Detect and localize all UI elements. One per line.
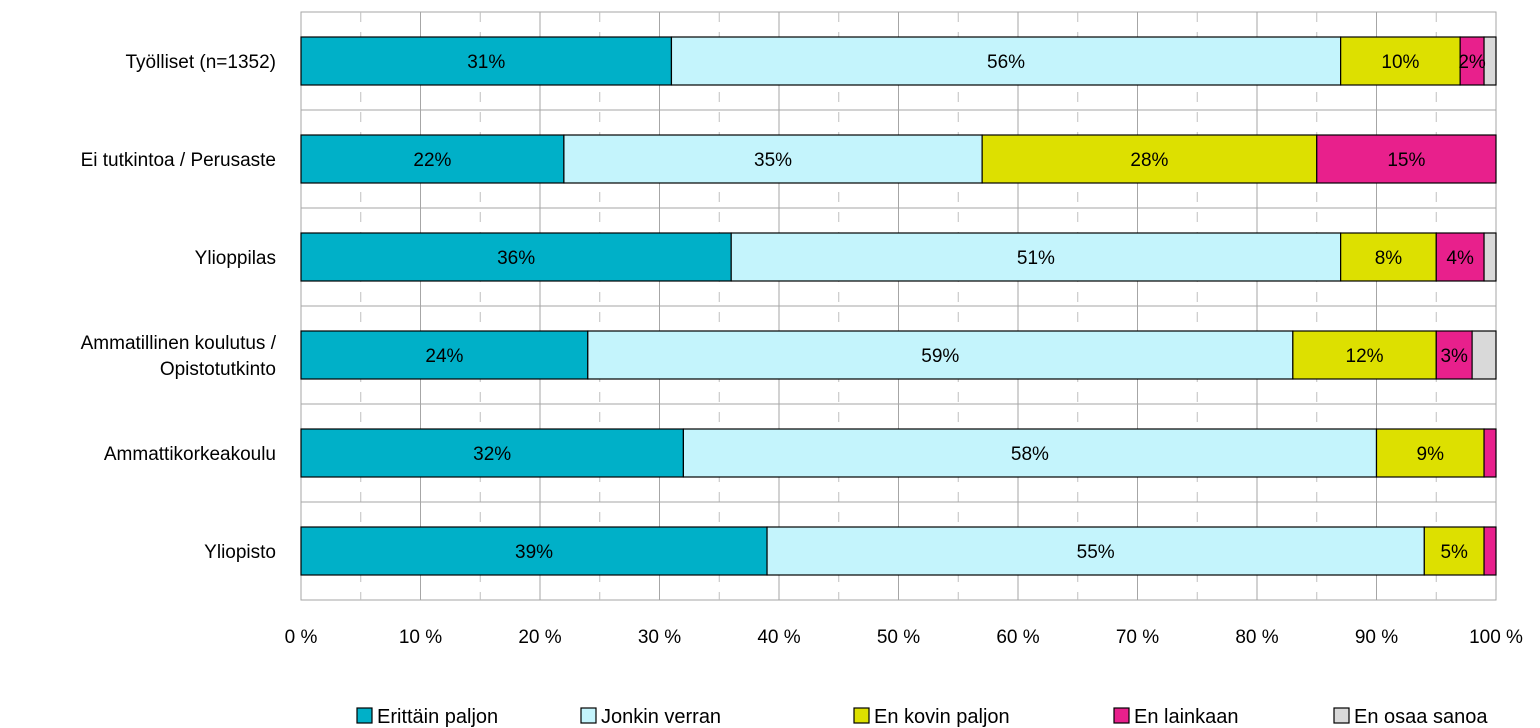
bar-segment — [300, 232, 732, 282]
x-tick-label: 70 % — [1116, 627, 1159, 648]
category-label: Ei tutkintoa / Perusaste — [81, 150, 276, 171]
legend-item: En kovin paljon — [853, 706, 1010, 728]
x-tick-label: 60 % — [996, 627, 1039, 648]
data-label: 32% — [473, 444, 511, 465]
bar-segment — [1340, 232, 1437, 282]
data-label: 15% — [1387, 150, 1425, 171]
legend-swatch — [356, 707, 373, 724]
data-label: 56% — [987, 52, 1025, 73]
data-label: 10% — [1381, 52, 1419, 73]
bar-segment — [981, 134, 1318, 184]
legend-swatch — [580, 707, 597, 724]
bar-segment — [300, 428, 684, 478]
bar-segment — [1483, 36, 1497, 86]
bar-segment — [1316, 134, 1497, 184]
data-label: 58% — [1011, 444, 1049, 465]
data-label: 28% — [1130, 150, 1168, 171]
legend-swatch — [853, 707, 870, 724]
legend-label: En lainkaan — [1134, 706, 1239, 728]
bar-segment — [563, 134, 983, 184]
category-labels: Työlliset (n=1352) Ei tutkintoa / Perusas… — [81, 52, 277, 563]
bar-segment — [1292, 330, 1437, 380]
data-label: 36% — [497, 248, 535, 269]
bar-segment — [300, 526, 768, 576]
data-label: 5% — [1440, 542, 1468, 563]
bar-segment — [1423, 526, 1485, 576]
data-label: 51% — [1017, 248, 1055, 269]
bars — [300, 36, 1497, 576]
data-label: 12% — [1346, 346, 1384, 367]
category-label: Työlliset (n=1352) — [126, 52, 277, 73]
x-tick-label: 30 % — [638, 627, 681, 648]
bar-segment — [300, 330, 589, 380]
x-axis-ticks: 0 % 10 % 20 % 30 % 40 % 50 % 60 % 70 % 80 % 90 % 1… — [285, 627, 1523, 648]
bar-segment — [682, 428, 1378, 478]
legend: Erittäin paljon Jonkin verran En kovin pal… — [356, 706, 1488, 728]
data-label: 4% — [1446, 248, 1474, 269]
x-tick-label: 20 % — [518, 627, 561, 648]
bar-segment — [1340, 36, 1461, 86]
bar-segment — [1435, 330, 1473, 380]
x-tick-label: 40 % — [757, 627, 800, 648]
legend-swatch — [1333, 707, 1350, 724]
legend-item: En lainkaan — [1113, 706, 1239, 728]
data-label: 39% — [515, 542, 553, 563]
x-tick-label: 100 % — [1469, 627, 1523, 648]
legend-label: En kovin paljon — [874, 706, 1010, 728]
x-tick-label: 50 % — [877, 627, 920, 648]
data-label: 2% — [1458, 52, 1486, 73]
legend-swatch — [1113, 707, 1130, 724]
category-label: Opistotutkinto — [160, 359, 276, 380]
x-tick-label: 10 % — [399, 627, 442, 648]
x-tick-label: 90 % — [1355, 627, 1398, 648]
bar-segment — [300, 36, 673, 86]
legend-item: Jonkin verran — [580, 706, 721, 728]
bar-segment — [1471, 330, 1497, 380]
category-label: Ylioppilas — [195, 248, 276, 269]
bar-segment — [670, 36, 1342, 86]
bar-segment — [1483, 526, 1497, 576]
data-label: 8% — [1375, 248, 1403, 269]
data-label: 31% — [467, 52, 505, 73]
legend-item: Erittäin paljon — [356, 706, 498, 728]
bar-segment — [766, 526, 1425, 576]
legend-label: Jonkin verran — [601, 706, 721, 728]
x-tick-label: 80 % — [1235, 627, 1278, 648]
bar-segment — [730, 232, 1342, 282]
category-label: Yliopisto — [204, 542, 276, 563]
data-label: 22% — [413, 150, 451, 171]
data-label: 35% — [754, 150, 792, 171]
data-label: 24% — [425, 346, 463, 367]
bar-segment — [300, 134, 565, 184]
data-labels: 31% 56% 10% 2% 22% 35% 28% 15% 36% 51% 8% 4% 24% 59% 1… — [413, 52, 1485, 563]
category-label: Ammatillinen koulutus / — [81, 333, 277, 354]
bar-segment — [1483, 428, 1497, 478]
bar-segment — [1483, 232, 1497, 282]
category-label: Ammattikorkeakoulu — [104, 444, 276, 465]
data-label: 55% — [1077, 542, 1115, 563]
data-label: 9% — [1417, 444, 1445, 465]
legend-label: Erittäin paljon — [377, 706, 498, 728]
bar-segment — [587, 330, 1294, 380]
data-label: 3% — [1440, 346, 1468, 367]
legend-label: En osaa sanoa — [1354, 706, 1488, 728]
bar-segment — [1375, 428, 1485, 478]
grid — [300, 11, 1497, 601]
legend-item: En osaa sanoa — [1333, 706, 1488, 728]
x-tick-label: 0 % — [285, 627, 318, 648]
data-label: 59% — [921, 346, 959, 367]
